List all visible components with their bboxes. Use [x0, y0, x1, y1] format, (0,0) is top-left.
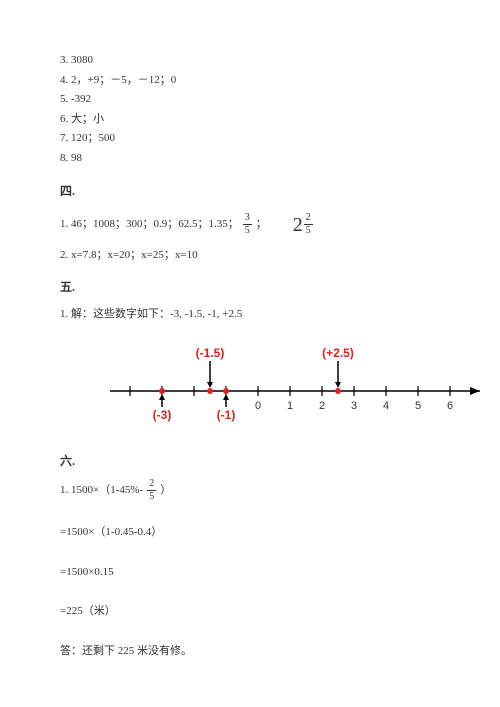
svg-text:(-1.5): (-1.5) — [196, 346, 225, 360]
number-line-svg: 0 1 2 3 4 5 6 (-3) (-1.5) (-1) (+2.5) — [100, 341, 500, 431]
svg-text:3: 3 — [351, 400, 357, 412]
mixed-2-2-5: 2 2 5 — [293, 209, 313, 241]
sec6-line4: =225（米） — [60, 603, 440, 621]
mixed-whole: 2 — [293, 209, 303, 241]
sec6-line1: 1. 1500×（1-45%- 2 5 ） — [60, 479, 440, 502]
sec4-l1-prefix: 1. 46；1008；300；0.9；62.5；1.35； — [60, 216, 239, 234]
mixed-num: 2 — [304, 213, 313, 225]
ans-4: 4. 2，+9；－5，－12；0 — [60, 72, 440, 90]
svg-text:(-3): (-3) — [153, 408, 172, 422]
mixed-frac: 2 5 — [304, 213, 313, 236]
ans-6: 6. 大；小 — [60, 111, 440, 129]
svg-text:5: 5 — [415, 400, 421, 412]
ans-3: 3. 3080 — [60, 52, 440, 70]
sec4-line2: 2. x=7.8；x=20；x=25；x=10 — [60, 247, 440, 265]
section-4-head: 四. — [60, 182, 440, 201]
svg-text:1: 1 — [287, 400, 293, 412]
section-6-head: 六. — [60, 452, 440, 471]
frac-num: 3 — [243, 213, 252, 225]
svg-text:2: 2 — [319, 400, 325, 412]
frac-den: 5 — [243, 225, 252, 236]
sec6-line2: =1500×（1-0.45-0.4） — [60, 524, 440, 542]
svg-text:4: 4 — [383, 400, 389, 412]
section-5-head: 五. — [60, 278, 440, 297]
fraction-3-5: 3 5 — [243, 213, 252, 236]
sec4-separator: ； — [256, 216, 267, 234]
sec4-line1: 1. 46；1008；300；0.9；62.5；1.35； 3 5 ； 2 2 … — [60, 209, 440, 241]
sec6-l1-suffix: ） — [160, 482, 171, 500]
sec6-line5: 答：还剩下 225 米没有修。 — [60, 643, 440, 661]
ans-5: 5. -392 — [60, 91, 440, 109]
frac-den-5: 5 — [147, 491, 156, 502]
sec6-l1-prefix: 1. 1500×（1-45%- — [60, 482, 143, 500]
svg-text:0: 0 — [255, 400, 261, 412]
fraction-2-5: 2 5 — [147, 479, 156, 502]
frac-num-2: 2 — [147, 479, 156, 491]
ans-7: 7. 120；500 — [60, 130, 440, 148]
sec6-line3: =1500×0.15 — [60, 564, 440, 582]
mixed-den: 5 — [304, 225, 313, 236]
svg-text:(+2.5): (+2.5) — [322, 346, 354, 360]
sec5-line1: 1. 解：这些数字如下：-3, -1.5, -1, +2.5 — [60, 306, 440, 324]
number-line-diagram: 0123456(-3)(-1.5)(-1)(+2.5) — [100, 341, 440, 438]
svg-text:6: 6 — [447, 400, 453, 412]
svg-text:(-1): (-1) — [217, 408, 236, 422]
ans-8: 8. 98 — [60, 150, 440, 168]
